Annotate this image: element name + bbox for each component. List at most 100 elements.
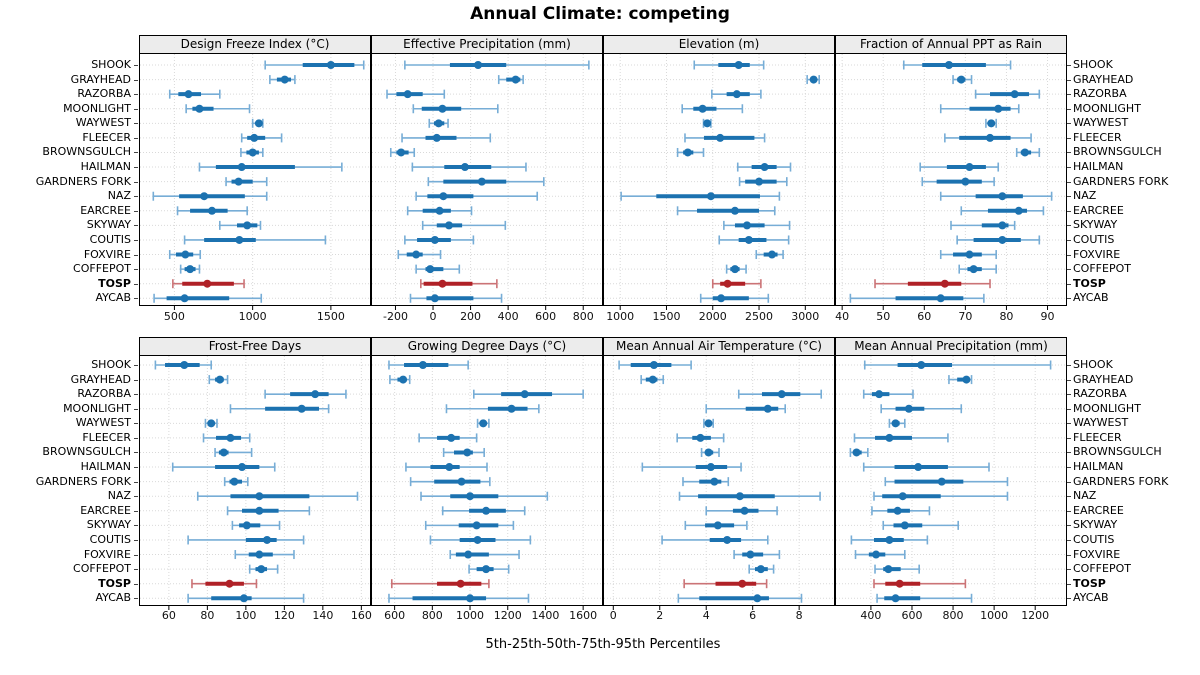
x-tick-label: 6	[749, 609, 757, 622]
median-dot	[466, 492, 475, 501]
y-tick-mark	[134, 540, 138, 541]
y-tick-mark	[1067, 138, 1071, 139]
site-label-left: NAZ	[107, 489, 131, 502]
y-tick-mark	[1067, 225, 1071, 226]
median-dot	[904, 404, 913, 413]
chart-title: Annual Climate: competing	[470, 4, 730, 24]
y-tick-mark	[134, 182, 138, 183]
median-dot	[738, 579, 747, 588]
x-tick-label: 400	[497, 310, 519, 323]
panel-canvas	[604, 54, 834, 310]
y-tick-mark	[134, 123, 138, 124]
y-tick-mark	[1067, 123, 1071, 124]
site-label-left: RAZORBA	[77, 87, 131, 100]
site-label-left: SHOOK	[91, 358, 131, 371]
y-tick-mark	[134, 409, 138, 410]
panel-strip-mean-annual-air-temperature-c: Mean Annual Air Temperature (°C)	[603, 337, 835, 356]
median-dot	[760, 163, 769, 172]
site-label-left: WAYWEST	[75, 116, 131, 129]
median-dot	[263, 535, 272, 544]
median-dot	[940, 279, 949, 288]
median-dot	[891, 419, 900, 428]
panel-strip-fraction-of-annual-ppt-as-rain: Fraction of Annual PPT as Rain	[835, 35, 1067, 54]
y-tick-mark	[1067, 423, 1071, 424]
panel-plot-growing-degree-days-c	[371, 355, 603, 610]
site-label-left: AYCAB	[95, 291, 131, 304]
site-label-right: WAYWEST	[1073, 416, 1129, 429]
x-tick-label: 400	[860, 609, 882, 622]
panel-plot-fraction-of-annual-ppt-as-rain	[835, 53, 1067, 310]
site-label-left: COFFEPOT	[73, 262, 131, 275]
x-tick-label: 600	[384, 609, 406, 622]
median-dot	[460, 163, 469, 172]
y-tick-mark	[134, 109, 138, 110]
median-dot	[238, 463, 247, 472]
y-tick-mark	[1067, 467, 1071, 468]
median-dot	[704, 448, 713, 457]
x-axis-caption: 5th-25th-50th-75th-95th Percentiles	[485, 637, 721, 652]
median-dot	[706, 192, 715, 201]
site-label-right: HAILMAN	[1073, 160, 1124, 173]
median-dot	[710, 477, 719, 486]
y-tick-mark	[1067, 211, 1071, 212]
median-dot	[742, 221, 751, 230]
median-dot	[326, 61, 335, 69]
median-dot	[180, 294, 189, 303]
site-label-right: FLEECER	[1073, 131, 1122, 144]
median-dot	[479, 419, 488, 428]
site-label-left: TOSP	[98, 577, 131, 590]
site-label-right: RAZORBA	[1073, 387, 1127, 400]
panel-canvas	[140, 356, 370, 610]
y-tick-mark	[1067, 298, 1071, 299]
y-tick-mark	[1067, 598, 1071, 599]
median-dot	[219, 448, 228, 457]
x-tick-label: 0	[609, 609, 617, 622]
median-dot	[898, 492, 907, 501]
y-tick-mark	[134, 94, 138, 95]
median-dot	[914, 463, 923, 472]
site-label-right: TOSP	[1073, 277, 1106, 290]
median-dot	[215, 375, 224, 384]
x-tick-label: 600	[535, 310, 557, 323]
y-tick-mark	[134, 511, 138, 512]
y-tick-mark	[134, 438, 138, 439]
median-dot	[430, 294, 439, 303]
x-tick-label: 1400	[531, 609, 560, 622]
site-label-right: SKYWAY	[1073, 218, 1118, 231]
median-dot	[466, 594, 475, 603]
median-dot	[986, 133, 995, 142]
y-tick-mark	[1067, 182, 1071, 183]
x-tick-label: 2000	[698, 310, 727, 323]
x-tick-label: 100	[235, 609, 257, 622]
y-tick-mark	[134, 365, 138, 366]
y-tick-mark	[134, 196, 138, 197]
x-tick-label: 40	[835, 310, 850, 323]
median-dot	[723, 279, 732, 288]
site-label-left: BROWNSGULCH	[42, 445, 131, 458]
median-dot	[482, 565, 491, 574]
site-label-right: GRAYHEAD	[1073, 73, 1134, 86]
panel-strip-elevation-m: Elevation (m)	[603, 35, 835, 54]
median-dot	[226, 433, 235, 442]
x-tick-label: 1200	[1021, 609, 1050, 622]
y-tick-mark	[1067, 196, 1071, 197]
site-label-left: COUTIS	[89, 533, 131, 546]
median-dot	[734, 61, 743, 69]
y-tick-mark	[1067, 482, 1071, 483]
site-label-left: MOONLIGHT	[63, 102, 131, 115]
y-tick-mark	[1067, 284, 1071, 285]
median-dot	[1014, 206, 1023, 215]
median-dot	[937, 477, 946, 486]
median-dot	[961, 177, 970, 186]
median-dot	[944, 61, 953, 69]
median-dot	[184, 90, 193, 99]
median-dot	[723, 535, 732, 544]
x-tick-label: 3000	[791, 310, 820, 323]
site-label-left: TOSP	[98, 277, 131, 290]
median-dot	[740, 506, 749, 515]
x-tick-label: 60	[161, 609, 176, 622]
site-label-right: NAZ	[1073, 489, 1097, 502]
site-label-right: HAILMAN	[1073, 460, 1124, 473]
median-dot	[477, 177, 486, 186]
site-label-right: EARCREE	[1073, 504, 1124, 517]
